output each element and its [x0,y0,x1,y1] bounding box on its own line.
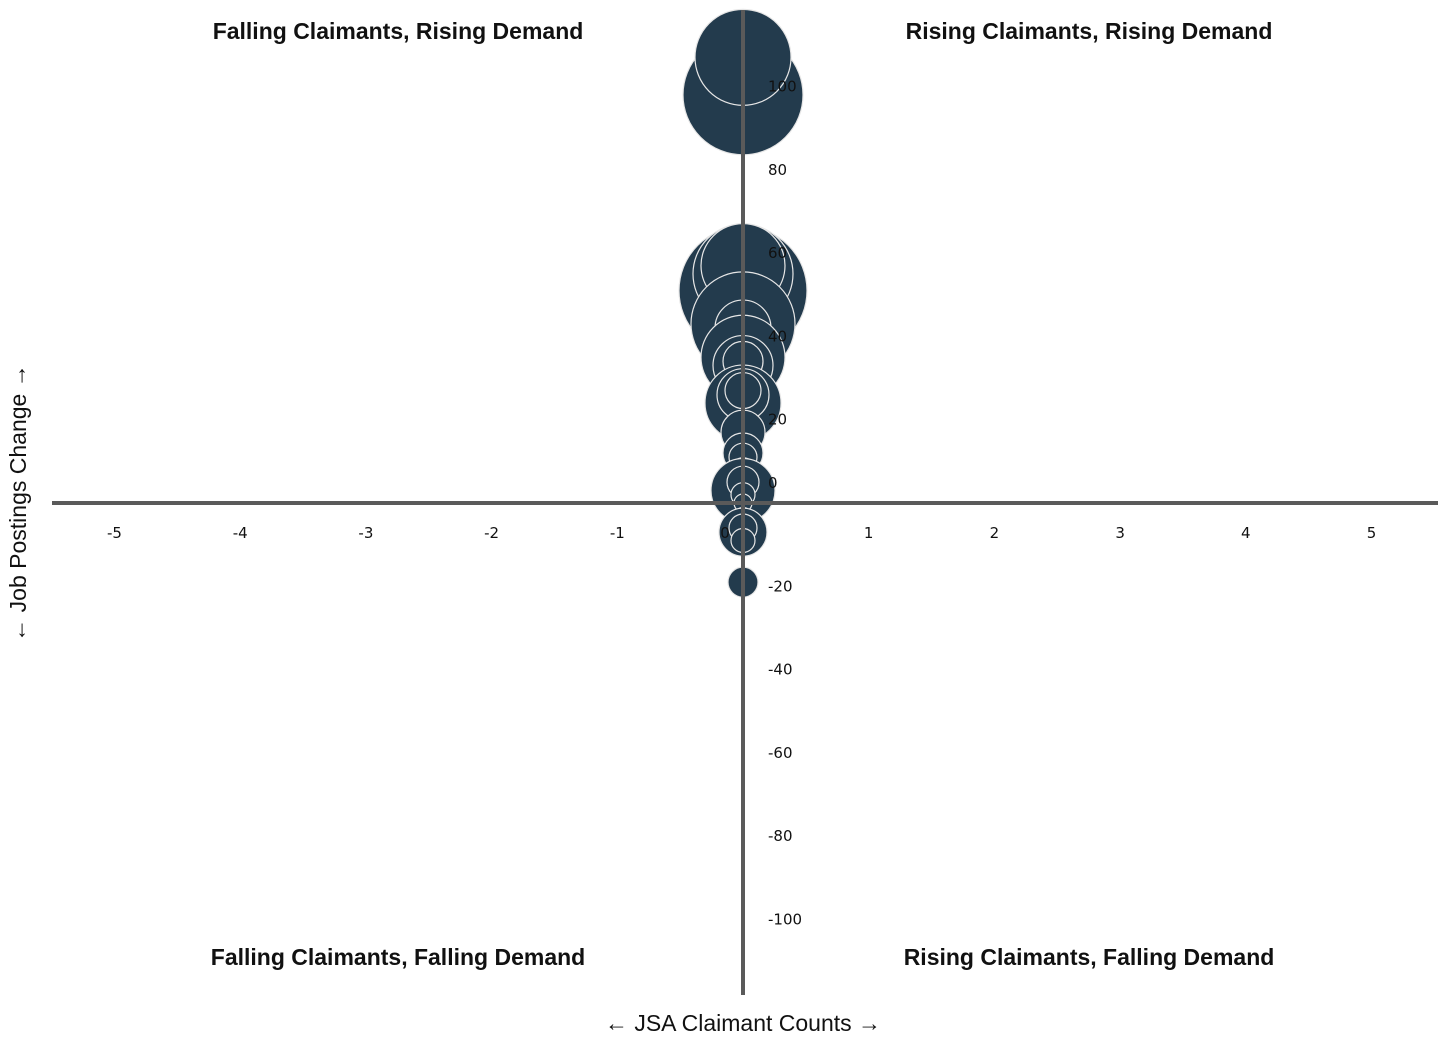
x-axis-title: ← JSA Claimant Counts → [605,1010,881,1036]
x-tick-label: 0 [720,524,730,542]
x-tick-label: 3 [1115,524,1125,542]
y-tick-label: 100 [768,78,797,96]
y-tick-label: -60 [768,744,793,762]
x-tick-label: -1 [610,524,625,542]
y-tick-label: 80 [768,161,787,179]
x-tick-label: 4 [1241,524,1251,542]
x-tick-label: 1 [864,524,874,542]
y-tick-labels: -100 -80 -60 -40 -20 0 20 40 60 80 100 [768,78,802,929]
y-tick-label: 0 [768,474,778,492]
quadrant-label-bottom-left: Falling Claimants, Falling Demand [211,944,585,970]
quadrant-label-top-right: Rising Claimants, Rising Demand [906,18,1273,44]
x-tick-label: 2 [990,524,1000,542]
quadrant-label-top-left: Falling Claimants, Rising Demand [213,18,584,44]
y-tick-label: 40 [768,327,787,345]
y-tick-label: 60 [768,244,787,262]
x-tick-label: -3 [358,524,373,542]
y-tick-label: -20 [768,577,793,595]
x-tick-labels: -5 -4 -3 -2 -1 0 1 2 3 4 5 [107,524,1376,542]
x-tick-label: -5 [107,524,122,542]
quadrant-label-bottom-right: Rising Claimants, Falling Demand [904,944,1275,970]
x-tick-label: 5 [1367,524,1377,542]
y-tick-label: 20 [768,411,787,429]
y-tick-label: -40 [768,661,793,679]
x-tick-label: -2 [484,524,499,542]
y-tick-label: -80 [768,827,793,845]
y-tick-label: -100 [768,911,802,929]
y-axis-title: ← Job Postings Change → [5,364,31,641]
x-tick-label: -4 [233,524,248,542]
